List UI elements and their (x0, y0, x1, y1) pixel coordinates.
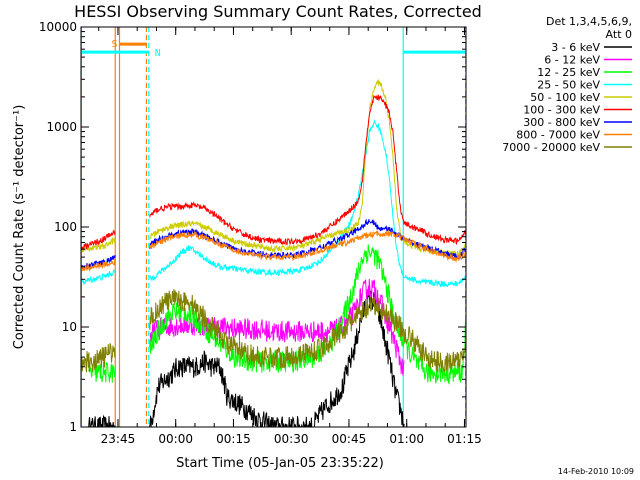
y-tick-label: 10 (62, 320, 77, 334)
y-axis: 1 10 100 1000 10000 (39, 20, 466, 434)
legend-label: 800 - 7000 keV (516, 129, 600, 142)
series-line-4 (81, 119, 466, 288)
legend-label: 6 - 12 keV (544, 54, 600, 67)
series-line-8 (81, 229, 466, 272)
y-tick-label: 10000 (39, 20, 77, 34)
series-layer (81, 78, 466, 427)
footer-date: 14-Feb-2010 10:09 (558, 467, 634, 476)
legend-header: Det 1,3,4,5,6,9, (546, 15, 632, 28)
legend-label: 12 - 25 keV (537, 66, 600, 79)
y-axis-label: Corrected Count Rate (s⁻¹ detector⁻¹) (12, 105, 27, 350)
x-tick-label: 01:00 (389, 432, 424, 446)
legend-label: 3 - 6 keV (551, 41, 600, 54)
x-tick-label: 00:45 (332, 432, 367, 446)
legend-label: 7000 - 20000 keV (502, 141, 600, 154)
legend-header: Att 0 (606, 28, 632, 41)
y-tick-label: 100 (54, 220, 77, 234)
series-line-2 (149, 278, 405, 376)
x-tick-label: 00:30 (274, 432, 309, 446)
flag-n-label: N (155, 48, 161, 59)
x-tick-label: 00:00 (158, 432, 193, 446)
x-tick-label: 01:15 (447, 432, 482, 446)
chart-title: HESSI Observing Summary Count Rates, Cor… (74, 2, 482, 21)
legend-label: 100 - 300 keV (523, 104, 600, 117)
y-tick-label: 1000 (46, 120, 77, 134)
series-line-9 (81, 289, 466, 373)
flag-s-label: S (111, 39, 117, 50)
x-tick-label: 00:15 (216, 432, 251, 446)
legend-label: 25 - 50 keV (537, 79, 600, 92)
series-line-6 (81, 94, 466, 251)
legend-label: 300 - 800 keV (523, 116, 600, 129)
x-axis: 23:45 00:00 00:15 00:30 00:45 01:00 01:15 (98, 27, 482, 446)
x-tick-label: 23:45 (101, 432, 136, 446)
y-tick-label: 1 (69, 420, 77, 434)
legend-label: 50 - 100 keV (530, 91, 600, 104)
state-flags: SN (81, 39, 466, 59)
x-axis-label: Start Time (05-Jan-05 23:35:22) (176, 456, 384, 471)
